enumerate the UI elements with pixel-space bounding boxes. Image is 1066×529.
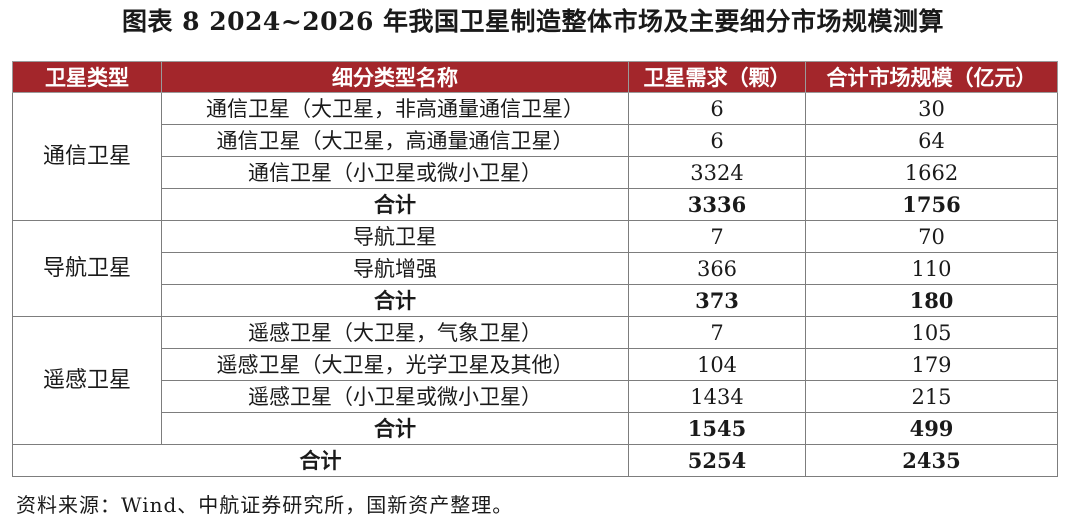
subtotal-demand: 1545 [628,412,806,445]
market-value: 1662 [805,156,1058,189]
grand-total-market: 2435 [805,444,1058,477]
subtotal-market: 499 [805,412,1058,445]
subtotal-market: 1756 [805,188,1058,221]
market-value: 110 [805,252,1058,285]
subtype-name: 遥感卫星（大卫星，气象卫星） [161,316,629,349]
table-row: 导航增强 366 110 [13,252,1058,285]
source-note: 资料来源：Wind、中航证券研究所，国新资产整理。 [16,493,514,517]
figure-title: 图表 8 2024~2026 年我国卫星制造整体市场及主要细分市场规模测算 [121,7,945,36]
subtotal-row: 合计 3336 1756 [13,188,1058,221]
header-satellite-demand: 卫星需求（颗） [628,61,806,93]
header-satellite-type: 卫星类型 [12,61,162,93]
subtype-name: 导航增强 [161,252,629,285]
demand-value: 7 [628,220,806,253]
market-value: 30 [805,92,1058,125]
header-subtype-name: 细分类型名称 [161,61,629,93]
group-label-remote-sensing: 遥感卫星 [12,316,162,445]
table-row: 通信卫星（大卫星，高通量通信卫星） 6 64 [13,124,1058,157]
satellite-market-table: 卫星类型 细分类型名称 卫星需求（颗） 合计市场规模（亿元） 通信卫星 通信卫星… [12,61,1058,477]
demand-value: 6 [628,124,806,157]
demand-value: 104 [628,348,806,381]
subtype-name: 遥感卫星（大卫星，光学卫星及其他） [161,348,629,381]
subtotal-demand: 373 [628,284,806,317]
subtotal-label: 合计 [161,188,629,221]
demand-value: 366 [628,252,806,285]
subtype-name: 通信卫星（大卫星，高通量通信卫星） [161,124,629,157]
demand-value: 7 [628,316,806,349]
subtotal-demand: 3336 [628,188,806,221]
table-row: 遥感卫星（大卫星，光学卫星及其他） 104 179 [13,348,1058,381]
subtype-name: 导航卫星 [161,220,629,253]
demand-value: 6 [628,92,806,125]
subtotal-label: 合计 [161,284,629,317]
group-label-navigation: 导航卫星 [12,220,162,317]
subtype-name: 通信卫星（小卫星或微小卫星） [161,156,629,189]
market-value: 70 [805,220,1058,253]
table-row: 通信卫星 通信卫星（大卫星，非高通量通信卫星） 6 30 [12,92,1058,221]
table-row: 遥感卫星（小卫星或微小卫星） 1434 215 [13,380,1058,413]
table-header-row: 卫星类型 细分类型名称 卫星需求（颗） 合计市场规模（亿元） [12,61,1058,93]
subtype-name: 遥感卫星（小卫星或微小卫星） [161,380,629,413]
subtotal-row: 合计 373 180 [13,284,1058,317]
table-row: 导航卫星 导航卫星 7 70 [12,220,1058,317]
subtotal-label: 合计 [161,412,629,445]
grand-total-demand: 5254 [628,444,806,477]
demand-value: 3324 [628,156,806,189]
group-label-communication: 通信卫星 [12,92,162,221]
market-value: 105 [805,316,1058,349]
subtotal-market: 180 [805,284,1058,317]
market-value: 64 [805,124,1058,157]
table-row: 通信卫星（小卫星或微小卫星） 3324 1662 [13,156,1058,189]
subtotal-row: 合计 1545 499 [13,412,1058,445]
subtype-name: 通信卫星（大卫星，非高通量通信卫星） [161,92,629,125]
market-value: 215 [805,380,1058,413]
table-row: 遥感卫星 遥感卫星（大卫星，气象卫星） 7 105 [12,316,1058,445]
header-market-size: 合计市场规模（亿元） [805,61,1058,93]
grand-total-label: 合计 [12,444,629,477]
demand-value: 1434 [628,380,806,413]
grand-total-row: 合计 5254 2435 [12,444,1058,477]
market-value: 179 [805,348,1058,381]
